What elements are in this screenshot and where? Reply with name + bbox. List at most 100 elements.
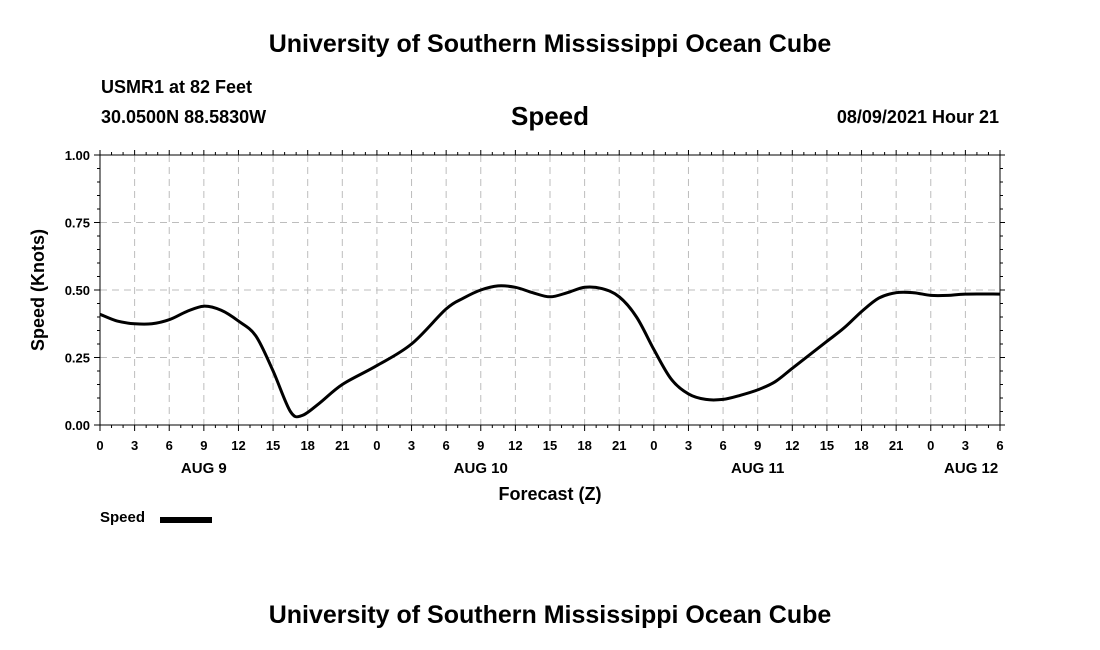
x-tick-label: 6	[996, 438, 1003, 453]
chart-title: Speed	[510, 101, 590, 131]
speed-data-point	[809, 354, 811, 356]
speed-data-point	[826, 340, 828, 342]
x-tick-label: 3	[685, 438, 692, 453]
legend-swatch	[160, 517, 212, 523]
speed-data-point	[445, 308, 447, 310]
x-axis-label: Forecast (Z)	[498, 484, 601, 504]
x-tick-label: 12	[508, 438, 522, 453]
x-tick-label: 12	[231, 438, 245, 453]
speed-data-point	[272, 370, 274, 372]
speed-data-point	[220, 309, 222, 311]
x-tick-label: 9	[477, 438, 484, 453]
speed-data-point	[705, 398, 707, 400]
speed-data-point	[203, 305, 205, 307]
x-tick-label: 3	[408, 438, 415, 453]
speed-data-point	[964, 293, 966, 295]
x-tick-label: 9	[754, 438, 761, 453]
x-tick-label: 12	[785, 438, 799, 453]
speed-data-point	[584, 286, 586, 288]
speed-data-point	[947, 294, 949, 296]
speed-data-point	[255, 335, 257, 337]
speed-data-point	[670, 378, 672, 380]
speed-data-point	[861, 311, 862, 313]
station-label: USMR1 at 82 Feet	[101, 77, 253, 97]
x-tick-label: 15	[266, 438, 280, 453]
speed-data-point	[688, 393, 689, 395]
x-tick-label: 3	[962, 438, 969, 453]
x-tick-label: 6	[443, 438, 450, 453]
x-tick-label: 18	[300, 438, 314, 453]
speed-data-point	[774, 381, 776, 383]
speed-data-point	[999, 293, 1001, 295]
speed-data-point	[601, 288, 603, 290]
speed-chart: 0.00 0.25 0.50 0.75 1.00 0 3 6 9 12 15 18 21 0 3 6 9 12 1…	[28, 148, 1005, 504]
speed-data-point	[376, 365, 378, 367]
speed-data-point	[134, 323, 136, 325]
y-tick-label: 1.00	[65, 148, 90, 163]
y-tick-label: 0.00	[65, 418, 90, 433]
station-coordinates: 30.0500N 88.5830W	[101, 107, 267, 127]
day-label: AUG 11	[731, 460, 784, 477]
speed-data-point	[566, 292, 568, 294]
x-tick-label: 21	[889, 438, 903, 453]
x-tick-label: 0	[373, 438, 380, 453]
y-tick-label: 0.75	[65, 216, 90, 231]
speed-data-point	[497, 285, 499, 287]
speed-data-point	[549, 296, 551, 298]
x-tick-label: 3	[131, 438, 138, 453]
speed-data-point	[289, 411, 291, 412]
speed-data-point	[463, 297, 464, 299]
y-axis-label: Speed (Knots)	[28, 229, 48, 351]
speed-data-point	[636, 316, 637, 318]
day-label: AUG 10	[454, 460, 508, 477]
x-axis: 0 3 6 9 12 15 18 21 0 3 6 9 12 15 18 21 0 3 6 9 12 15 18 21 0 3 6A…	[96, 150, 1004, 477]
speed-data-point	[930, 294, 932, 296]
speed-data-point	[722, 398, 724, 400]
x-tick-label: 9	[200, 438, 207, 453]
y-tick-label: 0.50	[65, 283, 90, 298]
speed-data-point	[301, 415, 303, 417]
chart-grid	[100, 155, 1000, 425]
speed-data-point	[653, 348, 655, 350]
x-tick-label: 6	[719, 438, 726, 453]
x-tick-label: 0	[927, 438, 934, 453]
x-tick-label: 15	[820, 438, 834, 453]
x-tick-label: 21	[335, 438, 349, 453]
y-tick-label: 0.25	[65, 351, 90, 366]
speed-data-point	[757, 389, 759, 391]
speed-data-point	[341, 384, 343, 385]
speed-data-point	[151, 323, 153, 325]
speed-data-point	[878, 297, 880, 299]
footer-title: University of Southern Mississippi Ocean…	[268, 601, 832, 629]
speed-data-point	[318, 402, 320, 404]
day-label: AUG 9	[181, 460, 227, 477]
speed-data-point	[411, 343, 412, 345]
forecast-datetime: 08/09/2021 Hour 21	[836, 107, 999, 127]
speed-data-point	[532, 292, 534, 294]
speed-data-point	[739, 394, 741, 396]
speed-data-point	[791, 367, 793, 369]
day-label: AUG 12	[944, 460, 998, 477]
speed-data-point	[168, 319, 170, 321]
x-tick-label: 21	[612, 438, 626, 453]
speed-data-point	[186, 311, 187, 313]
speed-data-point	[238, 320, 239, 322]
speed-data-point	[843, 327, 845, 329]
y-axis: 0.00 0.25 0.50 0.75 1.00	[65, 148, 1005, 433]
speed-data-point	[514, 286, 516, 288]
speed-data-point	[895, 292, 897, 294]
x-tick-label: 0	[96, 438, 103, 453]
speed-data-point	[913, 292, 914, 294]
x-tick-label: 15	[543, 438, 557, 453]
series-layer	[99, 284, 1001, 419]
speed-data-point	[618, 296, 620, 298]
x-tick-label: 18	[577, 438, 591, 453]
page-title: University of Southern Mississippi Ocean…	[268, 30, 832, 58]
speed-data-point	[116, 320, 118, 322]
x-tick-label: 6	[166, 438, 173, 453]
x-tick-label: 18	[854, 438, 868, 453]
speed-data-point	[99, 313, 101, 315]
legend-label: Speed	[100, 509, 146, 526]
x-tick-label: 0	[650, 438, 657, 453]
speed-data-point	[480, 289, 482, 291]
